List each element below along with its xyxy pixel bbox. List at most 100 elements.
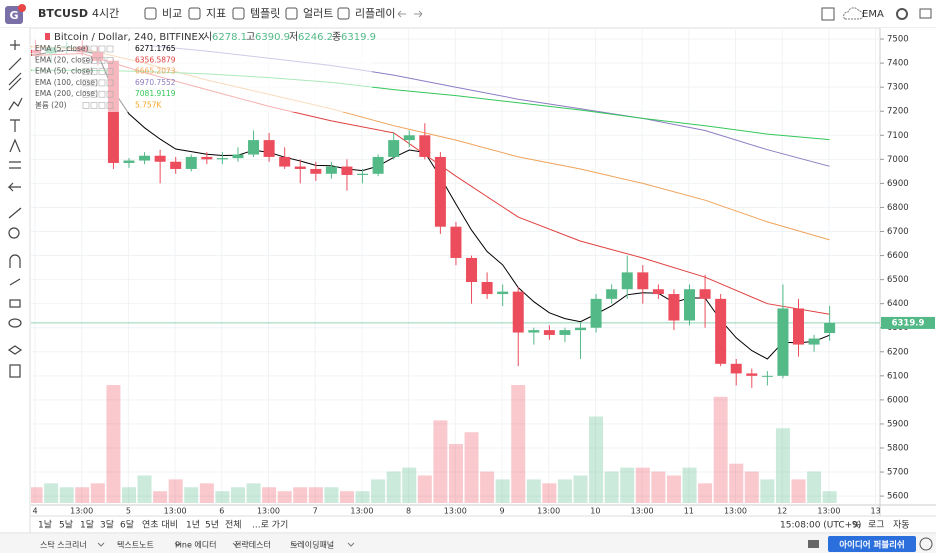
scale-option[interactable]: 자동 <box>893 520 910 531</box>
indicator-name[interactable]: EMA <box>862 9 884 20</box>
candle-body <box>466 257 478 283</box>
range-button[interactable]: 5날 <box>59 520 73 531</box>
snapshot[interactable] <box>919 8 932 19</box>
candle-body <box>575 327 587 331</box>
range-button[interactable]: 1달 <box>80 519 94 531</box>
indicator-button[interactable] <box>90 45 98 53</box>
x-tick-label: 13:00 <box>724 507 747 516</box>
candle-body <box>668 294 680 321</box>
volume-bar <box>775 428 790 503</box>
candle-body <box>746 373 758 376</box>
indicator-button[interactable] <box>106 79 114 87</box>
x-tick-label: 5 <box>126 507 131 516</box>
range-button[interactable]: 6달 <box>120 519 134 531</box>
interval[interactable]: 4시간 <box>92 7 119 20</box>
y-tick-label: 5800 <box>887 443 909 453</box>
indicator-button[interactable] <box>82 56 90 64</box>
candle-body <box>341 166 353 175</box>
indicator-button[interactable] <box>82 68 90 75</box>
y-tick-label: 6200 <box>887 347 909 357</box>
indicator-button[interactable] <box>82 79 90 87</box>
publish-label[interactable]: 아이디어 퍼블리쉬 <box>839 540 905 551</box>
volume-bar <box>651 471 666 503</box>
range-button[interactable]: 1년 <box>186 520 200 531</box>
volume-bar <box>589 416 604 503</box>
x-tick-label: 13:00 <box>631 507 654 516</box>
tab-chevron <box>347 542 355 547</box>
indicator-button[interactable] <box>82 45 90 53</box>
toolbar-item[interactable]: 리플레이 <box>355 7 395 20</box>
footer-tab[interactable]: 트레이딩패널 <box>290 540 334 550</box>
indicator-button[interactable] <box>98 102 106 109</box>
volume-bar <box>308 487 323 503</box>
indicator-button[interactable] <box>90 79 98 87</box>
settings[interactable] <box>896 8 908 20</box>
indicator-value: 5.757K <box>135 101 162 110</box>
indicator-button[interactable] <box>90 102 98 109</box>
footer-tab[interactable]: 전략테스터 <box>234 540 271 550</box>
legend-flag <box>45 33 50 40</box>
ohlc-value: 6278.1 <box>212 32 247 43</box>
volume-bar <box>31 487 43 503</box>
logo[interactable] <box>5 6 23 24</box>
scale-option[interactable]: % <box>852 521 861 531</box>
indicator-button[interactable] <box>98 45 106 53</box>
y-tick-label: 7200 <box>887 107 909 117</box>
x-tick-label: 11 <box>684 507 694 516</box>
indicator-button[interactable] <box>90 68 98 75</box>
undo[interactable] <box>397 10 423 18</box>
y-tick-label: 7500 <box>887 35 909 45</box>
indicator-button[interactable] <box>90 90 98 98</box>
symbol[interactable]: BTCUSD <box>38 7 88 20</box>
footer-tab[interactable]: 텍스트노트 <box>117 540 154 550</box>
range-button[interactable]: 3달 <box>100 519 114 531</box>
indicator-button[interactable] <box>98 79 106 87</box>
x-tick-label: 13 <box>871 507 881 516</box>
range-button[interactable]: 1날 <box>38 520 52 531</box>
volume-bar <box>90 483 105 503</box>
footer-tab[interactable]: 스탁 스크리너 <box>40 540 87 550</box>
y-tick-label: 6100 <box>887 371 909 381</box>
candle-body <box>263 140 275 157</box>
goto-date[interactable]: ...로 가기 <box>252 520 288 531</box>
range-button[interactable]: 전체 <box>225 520 242 531</box>
candle-body <box>730 363 742 374</box>
layout-toggle[interactable] <box>821 7 835 21</box>
indicator-button[interactable] <box>106 56 114 64</box>
indicator-name: EMA (5, close) <box>35 44 89 53</box>
indicator-button[interactable] <box>82 90 90 98</box>
y-tick-label: 6900 <box>887 179 909 189</box>
range-button[interactable]: 연초 대비 <box>142 520 178 531</box>
volume-bar <box>807 471 822 503</box>
y-tick-label: 7100 <box>887 131 909 141</box>
toolbar-item[interactable]: 템플릿 <box>250 7 280 20</box>
toolbar-item[interactable]: 얼러트 <box>303 6 333 20</box>
volume-bar <box>230 487 245 503</box>
play[interactable] <box>919 537 933 551</box>
y-tick-label: 6700 <box>887 227 909 237</box>
indicator-button[interactable] <box>106 68 114 75</box>
range-button[interactable]: 5년 <box>205 520 219 531</box>
indicator-button[interactable] <box>106 102 114 109</box>
volume-bar <box>557 479 572 503</box>
indicator-button[interactable] <box>98 56 106 64</box>
scale-option[interactable]: 로그 <box>868 521 885 531</box>
indicator-button[interactable] <box>90 56 98 64</box>
toolbar-item[interactable]: 지표 <box>206 7 226 20</box>
indicator-button[interactable] <box>82 102 90 109</box>
indicator-button[interactable] <box>106 90 114 98</box>
indicator-value: 6271.1765 <box>135 44 176 53</box>
candle-body <box>637 272 649 290</box>
indicator-button[interactable] <box>106 45 114 53</box>
indicator-button[interactable] <box>98 90 106 98</box>
publish-button[interactable] <box>828 536 916 552</box>
camera[interactable] <box>808 540 819 548</box>
y-tick-label: 7300 <box>887 83 909 93</box>
footer-tab[interactable]: Pine 에디터 <box>175 541 217 550</box>
indicator-button[interactable] <box>98 68 106 75</box>
drawing-tools[interactable] <box>7 40 23 378</box>
x-tick-label: 8 <box>406 507 411 516</box>
candle-body <box>824 322 836 333</box>
candle-body <box>325 166 337 174</box>
toolbar-item[interactable]: 비교 <box>162 7 182 20</box>
